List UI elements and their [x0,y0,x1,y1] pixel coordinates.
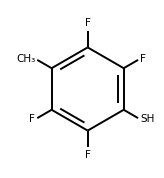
Text: CH₃: CH₃ [16,54,35,64]
Text: F: F [85,150,91,159]
Text: F: F [140,54,146,64]
Text: F: F [85,19,91,28]
Text: SH: SH [140,114,154,124]
Text: F: F [29,114,35,124]
